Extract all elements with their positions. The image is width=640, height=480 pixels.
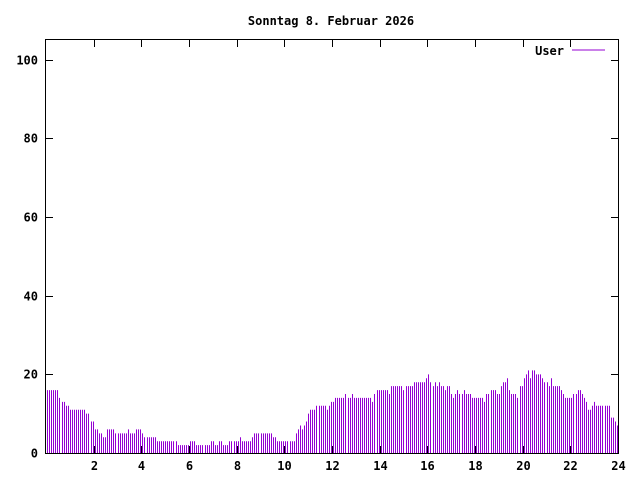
plot-frame <box>45 39 619 454</box>
chart-title: Sonntag 8. Februar 2026 <box>248 14 414 28</box>
x-tick-label: 6 <box>186 459 193 473</box>
y-tick-label: 20 <box>24 368 38 382</box>
y-tick-label: 80 <box>24 132 38 146</box>
x-axis: 2 4 6 8 10 12 14 16 18 20 22 24 <box>91 40 626 473</box>
y-tick-label: 60 <box>24 211 38 225</box>
bars-layer <box>47 370 618 453</box>
x-tick-label: 20 <box>516 459 530 473</box>
y-tick-label: 40 <box>24 290 38 304</box>
x-tick-label: 4 <box>138 459 145 473</box>
x-tick-label: 16 <box>420 459 434 473</box>
x-tick-label: 2 <box>91 459 98 473</box>
x-tick-label: 24 <box>611 459 625 473</box>
y-tick-label: 0 <box>31 447 38 461</box>
y-axis: 0 20 40 60 80 100 <box>16 54 618 461</box>
legend: User <box>535 44 605 58</box>
x-tick-label: 8 <box>234 459 241 473</box>
x-tick-label: 22 <box>563 459 577 473</box>
x-tick-label: 14 <box>373 459 387 473</box>
legend-label-user: User <box>535 44 564 58</box>
y-tick-label: 100 <box>16 54 38 68</box>
x-tick-label: 10 <box>277 459 291 473</box>
x-tick-label: 18 <box>468 459 482 473</box>
x-tick-label: 12 <box>325 459 339 473</box>
